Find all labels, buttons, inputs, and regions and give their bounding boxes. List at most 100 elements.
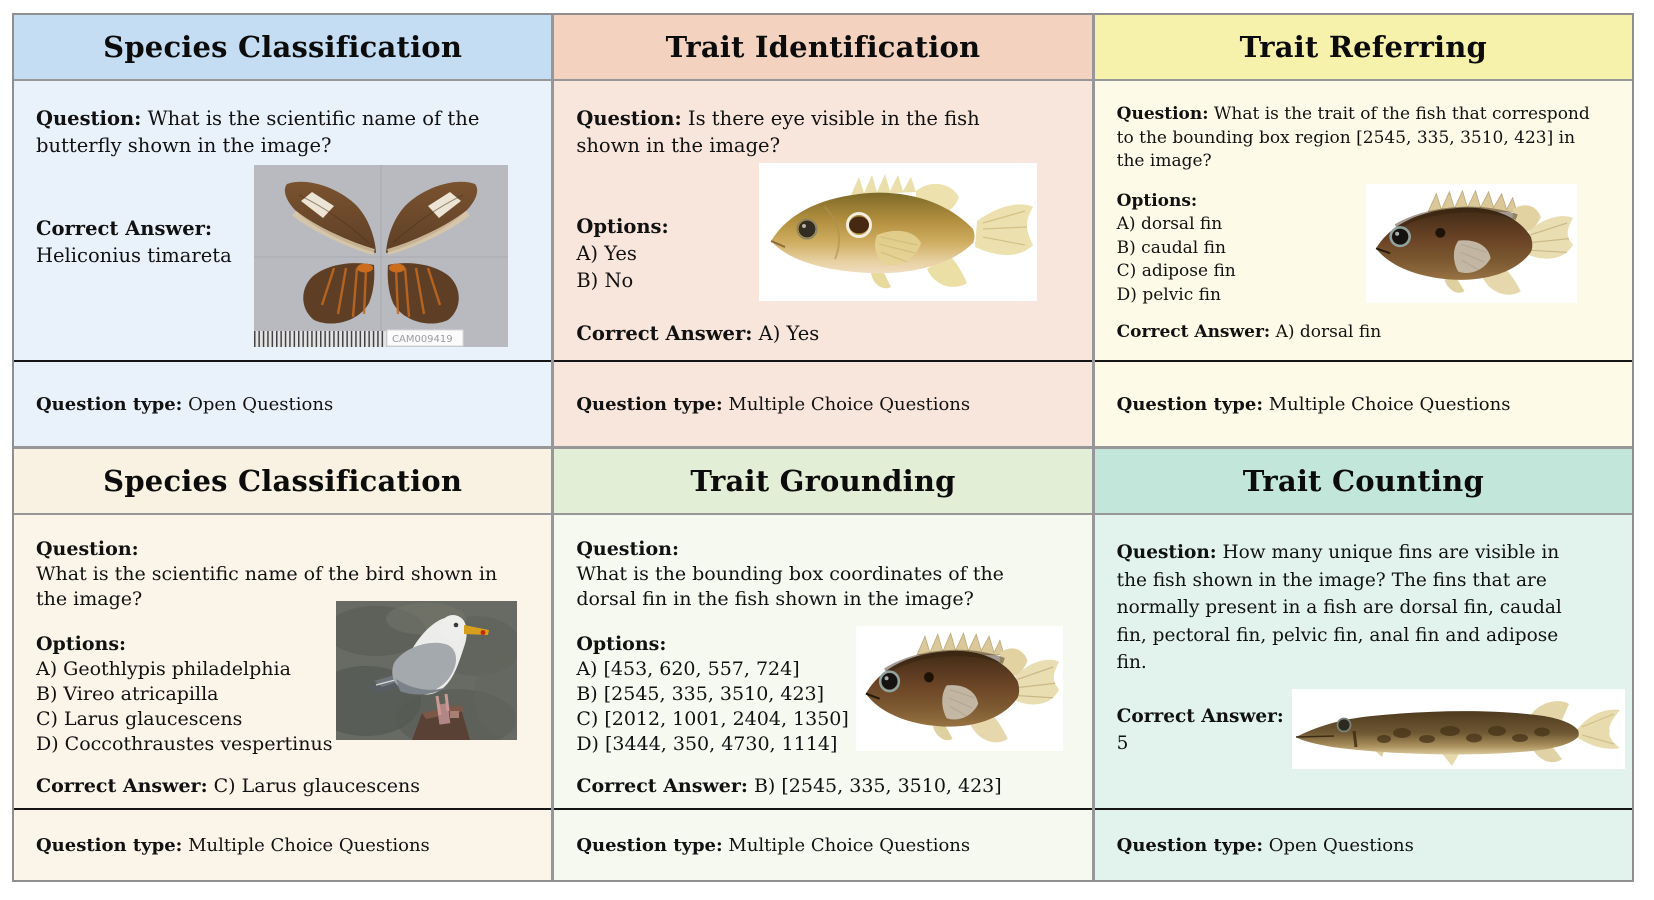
panel-trait-grounding: Trait Grounding Question: What is the bou…	[554, 449, 1092, 880]
question-label: Question:	[576, 538, 679, 560]
fish-body	[1295, 711, 1579, 755]
correct-answer: Correct Answer: 5	[1117, 703, 1612, 758]
question-type: Question type: Multiple Choice Questions	[1116, 393, 1511, 415]
option: B) caudal fin	[1116, 237, 1226, 258]
correct-answer: Correct Answer: C) Larus glaucescens	[36, 774, 531, 799]
specimen-id-text: CAM009419	[392, 334, 453, 345]
pike-fish-image	[1291, 689, 1625, 769]
question-type-bar: Question type: Multiple Choice Questions	[554, 808, 1092, 880]
panels-grid: Species Classification Question: What is…	[12, 13, 1634, 882]
panel-body: Question: Is there eye visible in the fi…	[554, 81, 1091, 360]
options-list: Options: A) Yes B) No	[576, 213, 1071, 294]
fish-eye	[881, 673, 898, 690]
panel-trait-referring: Trait Referring Question: What is the tr…	[1094, 15, 1632, 446]
question-text: Question: Is there eye visible in the fi…	[576, 107, 980, 157]
pelvic-fin	[1444, 277, 1465, 293]
question-label: Question:	[1116, 104, 1209, 124]
gull-head	[440, 615, 466, 641]
dark-sunfish-image	[1365, 184, 1577, 303]
fish-body	[866, 650, 1020, 727]
right-forewing	[386, 181, 478, 255]
ear-spot-ring	[846, 212, 873, 238]
correct-answer-label: Correct Answer:	[576, 322, 753, 345]
fish-eye	[1336, 717, 1352, 733]
fish-body	[771, 192, 975, 274]
option: C) Larus glaucescens	[36, 708, 243, 730]
question-type: Question type: Open Questions	[36, 393, 334, 415]
option: A) dorsal fin	[1116, 214, 1223, 234]
pelvic-fin	[871, 271, 892, 289]
spiny-dorsal-fin	[916, 631, 1005, 656]
question-label: Question:	[36, 107, 142, 130]
option: A) Yes	[576, 242, 637, 265]
panel-header: Trait Identification	[554, 15, 1092, 81]
panel-title: Trait Counting	[1242, 464, 1484, 498]
caudal-fin	[1574, 709, 1620, 749]
question-type: Question type: Open Questions	[1116, 834, 1414, 856]
option: D) Coccothraustes vespertinus	[36, 733, 333, 755]
ear-spot	[849, 216, 870, 234]
question-text: Question: What is the bounding box coordi…	[576, 538, 1004, 610]
correct-answer: Correct Answer: A) Yes	[576, 320, 1071, 347]
question-label: Question:	[1116, 542, 1217, 563]
correct-answer: Correct Answer: Heliconius timareta	[36, 215, 266, 269]
panel-trait-counting: Trait Counting Question: How many unique…	[1094, 449, 1632, 880]
option: C) [2012, 1001, 2404, 1350]	[576, 708, 849, 730]
spiny-dorsal-fin	[1427, 189, 1517, 212]
question-type-bar: Question type: Multiple Choice Questions	[14, 808, 552, 880]
panel-trait-identification: Trait Identification Question: Is there …	[554, 15, 1092, 446]
option: D) pelvic fin	[1116, 284, 1221, 305]
caudal-fin	[975, 204, 1034, 255]
question-text: Question: How many unique fins are visib…	[1116, 542, 1562, 673]
question-type: Question type: Multiple Choice Questions	[576, 834, 971, 856]
fish-eye	[1391, 228, 1408, 245]
yellow-sunfish-image	[759, 163, 1038, 301]
question-type-bar: Question type: Multiple Choice Questions	[554, 360, 1092, 446]
panel-title: Species Classification	[103, 464, 463, 498]
question-label: Question:	[576, 107, 682, 130]
specimen-label-tag: CAM009419	[386, 329, 464, 347]
option: A) [453, 620, 557, 724]	[576, 658, 800, 680]
caudal-fin	[1526, 216, 1573, 259]
left-forewing	[284, 181, 376, 255]
panel-header: Trait Counting	[1094, 449, 1632, 515]
body-mottling	[1376, 726, 1550, 743]
panel-body: Question: What is the trait of the fish …	[1095, 81, 1632, 360]
correct-answer-value: B) [2545, 335, 3510, 423]	[753, 775, 1002, 797]
question-text: Question: What is the scientific name of…	[36, 107, 480, 157]
option: B) Vireo atricapilla	[36, 683, 219, 705]
question-text: Question: What is the scientific name of …	[36, 538, 498, 610]
correct-answer-value: Heliconius timareta	[36, 244, 232, 267]
eye-ring	[879, 670, 901, 693]
pelvic-fin	[1439, 751, 1460, 766]
options-label: Options:	[576, 633, 667, 655]
option: C) adipose fin	[1116, 261, 1236, 281]
ear-spot	[1434, 227, 1446, 238]
gull	[366, 615, 489, 716]
gull-eye	[453, 622, 459, 628]
options-list: Options: A) [453, 620, 557, 724] B) [254…	[576, 632, 1071, 757]
seagull-photo-image	[336, 601, 517, 740]
dark-sunfish-image	[856, 626, 1064, 751]
question-type-bar: Question type: Open Questions	[1094, 808, 1632, 880]
gull-wing	[392, 642, 456, 694]
spiny-dorsal-fin	[851, 174, 917, 195]
question-type-bar: Question type: Multiple Choice Questions	[1094, 360, 1632, 446]
panel-title: Trait Identification	[665, 30, 981, 64]
correct-answer-value: 5	[1116, 733, 1129, 754]
correct-answer-value: A) Yes	[758, 322, 820, 345]
correct-answer-label: Correct Answer:	[1116, 322, 1271, 342]
panel-title: Trait Referring	[1239, 30, 1488, 64]
question-type-bar: Question type: Open Questions	[14, 360, 552, 446]
right-hindwing	[387, 263, 459, 324]
panel-header: Species Classification	[14, 15, 552, 81]
fish-eye	[798, 220, 816, 238]
panel-species-classification-bird: Species Classification Question: What is …	[14, 449, 552, 880]
options-list: Options: A) dorsal fin B) caudal fin C) …	[1117, 190, 1612, 308]
pectoral-fin	[875, 230, 922, 266]
panel-header: Species Classification	[14, 449, 552, 515]
correct-answer-value: A) dorsal fin	[1275, 322, 1382, 342]
question-text: Question: What is the trait of the fish …	[1116, 104, 1590, 171]
panel-header: Trait Referring	[1094, 15, 1632, 81]
